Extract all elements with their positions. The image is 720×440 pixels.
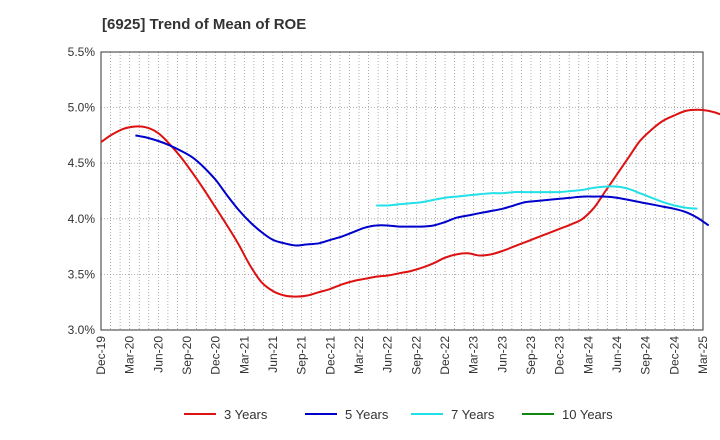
x-tick-label: Dec-23 [553,336,567,375]
legend-label: 5 Years [345,407,389,422]
series-line-3-years [100,108,720,298]
x-tick-label: Jun-24 [610,336,624,373]
x-tick-label: Sep-21 [295,336,309,375]
y-tick-label: 3.5% [68,267,96,281]
x-tick-label: Mar-23 [467,336,481,374]
y-tick-label: 5.0% [68,101,96,115]
x-tick-label: Jun-22 [381,336,395,373]
x-tick-label: Mar-20 [123,336,137,374]
plot-frame [100,51,704,331]
y-axis: 3.0% 3.5% 4.0% 4.5% 5.0% 5.5% [68,45,96,337]
x-tick-label: Sep-20 [180,336,194,375]
legend-label: 10 Years [562,407,613,422]
y-tick-label: 4.5% [68,156,96,170]
legend-label: 3 Years [224,407,268,422]
x-tick-label: Jun-20 [151,336,165,373]
y-tick-label: 3.0% [68,323,96,337]
x-tick-label: Mar-21 [237,336,251,374]
x-tick-label: Dec-24 [667,336,681,375]
legend-label: 7 Years [451,407,495,422]
y-tick-label: 4.0% [68,212,96,226]
chart-title: [6925] Trend of Mean of ROE [102,16,306,33]
y-tick-label: 5.5% [68,45,96,59]
x-tick-label: Sep-22 [409,336,423,375]
x-tick-label: Jun-21 [266,336,280,373]
x-tick-label: Mar-24 [581,336,595,374]
x-axis: Dec-19 Mar-20 Jun-20 Sep-20 Dec-20 Mar-21 Jun-… [94,336,710,375]
x-tick-label: Jun-23 [495,336,509,373]
x-tick-label: Sep-24 [639,336,653,375]
series-line-5-years [135,134,710,247]
series-line-7-years [376,185,698,210]
x-tick-label: Dec-20 [209,336,223,375]
x-tick-label: Mar-25 [696,336,710,374]
plot-area [101,52,703,330]
legend: 3 Years 5 Years 7 Years 10 Years [184,407,613,422]
x-tick-label: Sep-23 [524,336,538,375]
x-tick-label: Dec-19 [94,336,108,375]
x-tick-label: Mar-22 [352,336,366,374]
series-lines [100,108,720,298]
x-tick-label: Dec-22 [438,336,452,375]
x-tick-label: Dec-21 [323,336,337,375]
